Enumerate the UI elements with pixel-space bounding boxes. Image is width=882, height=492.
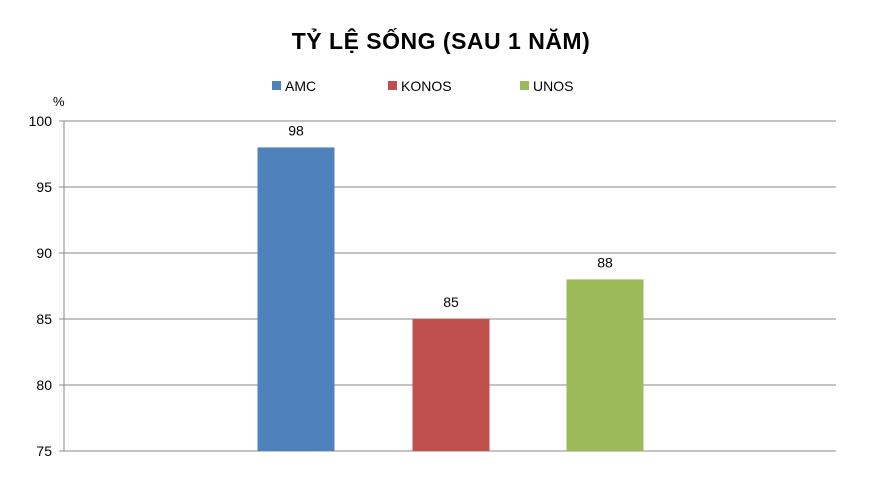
y-tick-label: 90: [36, 245, 52, 261]
y-tick-label: 85: [36, 311, 52, 327]
bar-amc: [257, 147, 335, 451]
legend-swatch-unos: [520, 81, 529, 90]
legend-swatch-amc: [272, 81, 281, 90]
data-label-amc: 98: [288, 122, 304, 138]
y-tick-label: 100: [29, 113, 53, 129]
y-tick-label: 95: [36, 179, 52, 195]
bar-unos: [566, 279, 644, 451]
bar-konos: [412, 319, 490, 451]
y-axis-unit-label: %: [53, 94, 65, 109]
data-label-konos: 85: [443, 294, 459, 310]
legend-label-unos: UNOS: [533, 78, 573, 94]
legend-label-konos: KONOS: [401, 78, 452, 94]
legend-swatch-konos: [388, 81, 397, 90]
data-label-unos: 88: [597, 254, 613, 270]
y-tick-label: 75: [36, 443, 52, 459]
chart-title: TỶ LỆ SỐNG (SAU 1 NĂM): [291, 28, 591, 54]
legend-label-amc: AMC: [285, 78, 316, 94]
y-tick-label: 80: [36, 377, 52, 393]
